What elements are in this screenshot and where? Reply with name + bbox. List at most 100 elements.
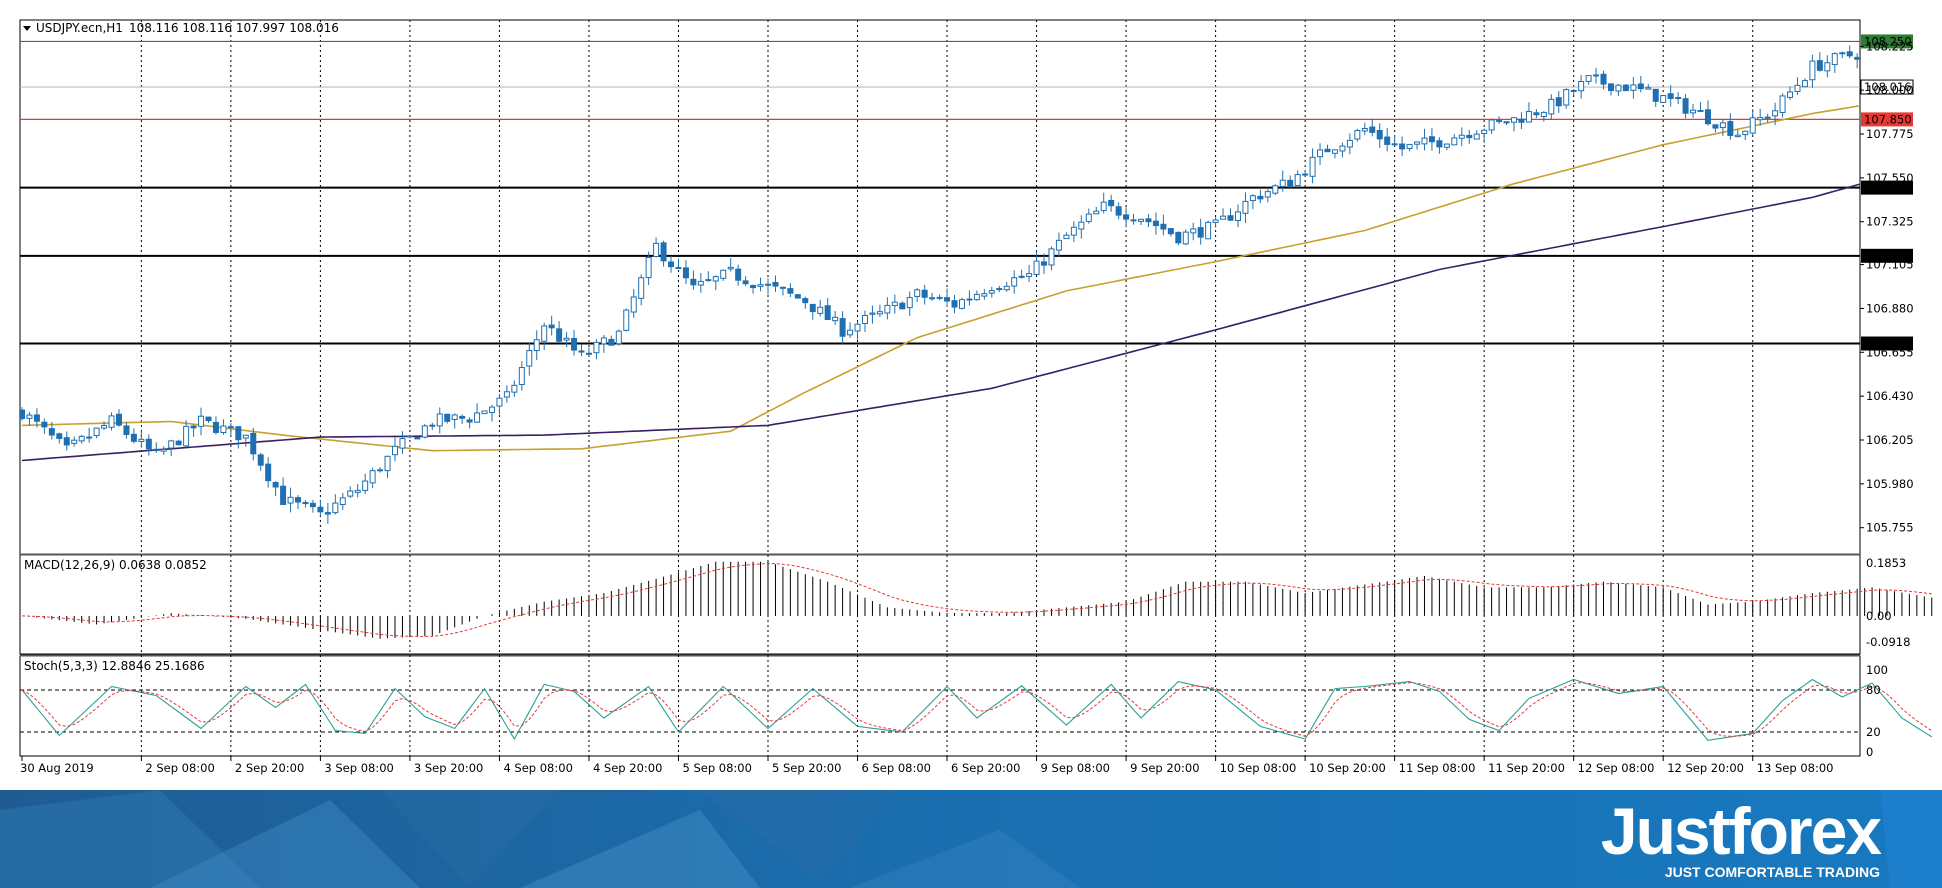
candle-body [1145, 218, 1152, 223]
candle-body [750, 284, 757, 289]
candle-body [1907, 53, 1912, 57]
candle-body [33, 414, 40, 422]
candle-body [1929, 73, 1934, 87]
x-tick-label: 6 Sep 08:00 [862, 761, 931, 775]
candle-body [108, 415, 115, 428]
candle-body [1839, 52, 1846, 55]
x-tick-label: 11 Sep 08:00 [1399, 761, 1476, 775]
candle-body [1197, 227, 1204, 238]
candle-body [660, 242, 667, 262]
candle-body [145, 438, 152, 450]
candle-body [1787, 91, 1794, 98]
candle-body [1846, 51, 1853, 57]
x-tick-label: 9 Sep 08:00 [1041, 761, 1110, 775]
candle-body [1339, 145, 1346, 152]
candle-body [876, 311, 883, 315]
candle-body [1399, 143, 1406, 150]
stoch-y-label: 20 [1866, 725, 1881, 739]
candle-body [115, 413, 122, 426]
candle-body [951, 300, 958, 308]
y-tick-label: 107.550 [1866, 171, 1914, 185]
candle-body [332, 502, 339, 514]
candle-body [1242, 200, 1249, 214]
candle-body [787, 288, 794, 294]
candle-body [578, 350, 585, 353]
candle-body [891, 301, 898, 307]
brand-tagline: JUST COMFORTABLE TRADING [1664, 864, 1880, 880]
price-tag-label: 107.500 [1864, 181, 1912, 195]
candle-body [414, 436, 421, 440]
candle-body [1063, 234, 1070, 240]
candle-body [399, 438, 406, 449]
candle-body [1749, 117, 1756, 134]
candle-body [653, 242, 660, 257]
candle-body [1085, 213, 1092, 222]
candle-body [1093, 210, 1100, 215]
candle-body [1801, 80, 1808, 88]
candle-body [1719, 122, 1726, 129]
candle-body [1697, 109, 1704, 112]
candle-body [861, 314, 868, 325]
candle-body [1414, 141, 1421, 145]
candle-body [1511, 117, 1517, 123]
candle-body [474, 412, 481, 423]
candle-body [227, 426, 234, 429]
candle-body [1682, 98, 1689, 114]
candle-body [93, 427, 100, 437]
candle-body [1264, 191, 1271, 198]
symbol-label: USDJPY.ecn,H1 [36, 21, 123, 35]
candle-body [869, 312, 876, 315]
candle-body [384, 455, 391, 472]
candle-body [392, 445, 398, 456]
candle-body [466, 419, 473, 423]
macd-signal-line [21, 562, 1932, 637]
candle-body [1324, 148, 1331, 153]
y-tick-label: 107.325 [1866, 215, 1914, 229]
candle-body [1257, 195, 1264, 200]
macd-y-label: 0.00 [1866, 609, 1892, 623]
price-tag-label: 106.700 [1864, 337, 1912, 351]
candle-body [1607, 83, 1614, 92]
candle-body [362, 480, 369, 491]
candle-body [130, 433, 137, 442]
candle-body [481, 410, 488, 415]
candle-body [929, 297, 936, 300]
y-tick-label: 106.430 [1866, 389, 1914, 403]
candle-body [735, 268, 742, 281]
x-tick-label: 13 Sep 08:00 [1757, 761, 1834, 775]
candle-body [1488, 119, 1495, 131]
candle-body [1772, 110, 1779, 117]
candle-body [1563, 89, 1570, 106]
candle-body [1757, 117, 1764, 121]
candle-body [205, 416, 212, 422]
x-tick-label: 3 Sep 20:00 [414, 761, 483, 775]
candle-body [309, 502, 316, 508]
candle-body [1272, 185, 1279, 194]
candle-body [1555, 97, 1562, 107]
candle-body [369, 470, 376, 484]
moving-average-line [21, 183, 1860, 462]
candle-body [1518, 118, 1525, 123]
candle-body [1033, 260, 1040, 275]
candle-body [1369, 126, 1376, 133]
candle-body [608, 338, 615, 346]
candle-body [1675, 97, 1682, 100]
candle-body [1503, 121, 1510, 124]
candle-body [1287, 179, 1294, 188]
candle-body [1026, 273, 1033, 277]
candle-body [541, 325, 548, 342]
candle-body [906, 297, 913, 309]
candle-body [257, 454, 264, 466]
brand-logo: Justforex [1600, 794, 1882, 868]
candle-body [160, 449, 167, 452]
candle-body [421, 425, 428, 438]
candle-body [56, 433, 63, 439]
candle-body [1421, 137, 1428, 145]
dropdown-triangle-icon[interactable] [23, 26, 31, 31]
y-tick-label: 107.105 [1866, 258, 1914, 272]
x-tick-label: 5 Sep 20:00 [772, 761, 841, 775]
candle-body [1734, 134, 1741, 138]
candle-body [899, 302, 906, 310]
candle-body [832, 316, 839, 322]
candle-body [235, 426, 242, 441]
